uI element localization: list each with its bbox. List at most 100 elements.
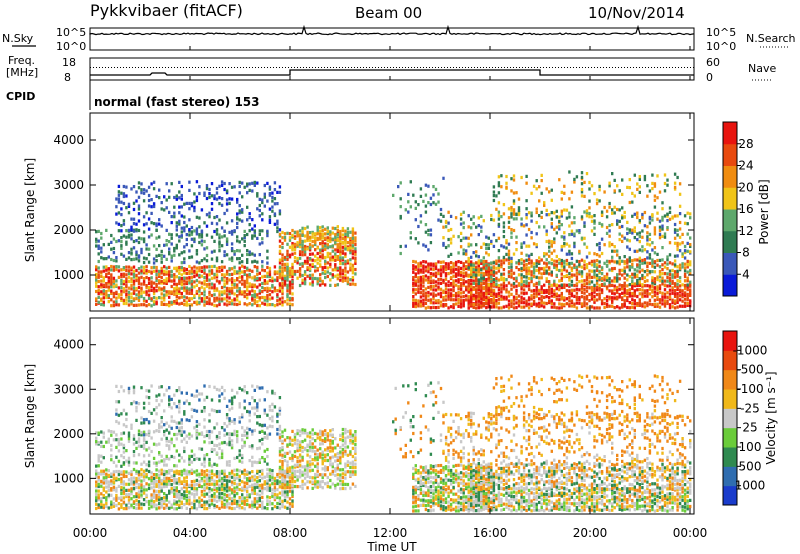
range-cell [271,296,274,300]
range-cell [210,502,214,506]
range-cell [585,289,589,293]
range-cell [258,503,261,508]
range-cell [246,232,249,237]
range-cell [646,284,649,288]
range-cell [341,233,345,237]
range-cell [324,265,327,270]
range-cell [150,505,153,509]
range-cell [505,284,508,288]
range-cell [633,302,636,306]
range-cell [432,193,435,197]
range-cell [152,456,156,460]
range-cell [155,498,158,502]
range-cell [291,303,294,307]
range-cell [507,207,511,211]
range-cell [100,497,103,501]
range-cell [616,219,619,223]
range-cell [666,227,669,231]
range-cell [180,469,183,473]
range-cell [208,282,211,286]
range-cell [132,275,136,279]
range-cell [271,494,274,499]
range-cell [203,486,206,491]
range-cell [105,478,108,483]
range-cell [175,502,178,506]
range-cell [152,485,156,489]
range-cell [626,291,629,295]
range-cell [354,256,357,260]
range-cell [427,298,430,302]
range-cell [263,475,266,479]
range-cell [102,488,105,492]
range-cell [439,219,443,223]
range-cell [142,188,146,192]
range-cell [140,265,143,269]
range-cell [447,264,450,269]
range-cell [648,261,652,265]
range-cell [673,254,677,258]
range-cell [183,276,186,280]
range-cell [548,266,551,270]
range-cell [538,304,541,309]
range-cell [130,299,133,304]
range-cell [203,470,206,474]
range-cell [470,226,473,230]
range-cell [613,178,616,182]
range-cell [273,479,277,483]
range-cell [246,273,249,277]
range-cell [658,269,662,274]
range-cell [522,301,526,305]
range-cell [243,244,246,248]
range-cell [170,505,173,509]
range-cell [578,260,581,264]
range-cell [190,255,194,259]
range-cell [110,298,113,302]
range-cell [150,285,153,289]
range-cell [152,505,156,509]
range-cell [631,272,634,276]
range-cell [291,478,294,482]
range-cell [183,485,186,489]
range-cell [188,462,191,466]
range-cell [422,267,425,271]
range-cell [510,283,513,287]
range-cell [663,214,667,218]
range-cell [253,265,256,269]
range-cell [147,460,151,464]
range-cell [261,229,264,233]
range-cell [198,293,201,297]
range-cell [497,236,501,240]
range-cell [135,239,138,243]
range-cell [611,208,614,212]
range-cell [543,301,546,305]
range-cell [583,236,586,240]
range-cell [515,301,518,305]
range-cell [158,272,161,277]
range-cell [230,232,234,236]
range-cell [492,265,496,269]
range-cell [543,305,546,309]
range-cell [130,258,133,262]
range-cell [223,505,226,509]
range-cell [462,301,465,305]
range-cell [447,221,450,225]
range-cell [251,269,254,273]
range-cell [306,274,309,278]
range-cell [643,294,647,298]
range-cell [548,288,551,292]
range-cell [276,202,279,206]
range-cell [502,221,506,225]
range-cell [263,192,266,196]
range-cell [158,218,161,222]
range-cell [676,241,679,245]
range-cell [158,489,161,493]
range-cell [142,260,146,265]
range-cell [583,297,586,301]
range-cell [208,286,211,290]
range-cell [462,267,465,271]
range-cell [100,481,103,485]
range-cell [271,191,274,195]
range-cell [178,190,181,194]
range-cell [183,278,186,282]
range-cell [95,472,98,476]
